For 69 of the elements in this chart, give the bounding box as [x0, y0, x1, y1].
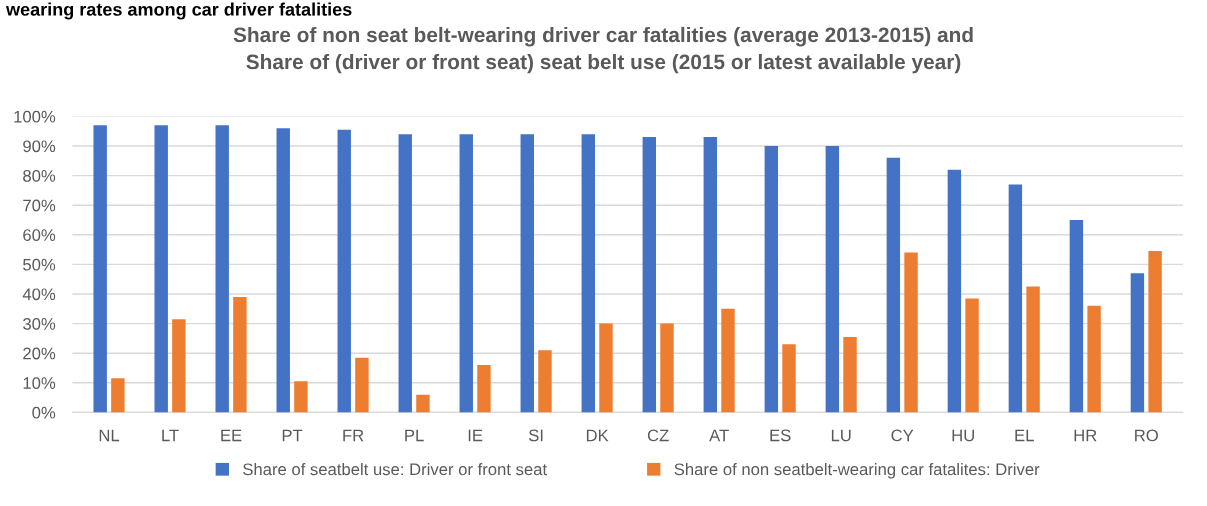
- x-tick-label: DK: [586, 429, 609, 442]
- bar: [965, 298, 979, 413]
- bar: [93, 125, 107, 413]
- bar: [355, 357, 369, 413]
- y-tick-label: 30%: [23, 317, 56, 330]
- bar: [1130, 273, 1145, 413]
- bar: [782, 344, 796, 413]
- y-tick-label: 40%: [22, 288, 56, 301]
- x-tick-label: RO: [1135, 429, 1158, 442]
- y-tick-label: 20%: [23, 347, 56, 360]
- bar: [825, 145, 840, 413]
- y-tick-label: 50%: [23, 258, 56, 271]
- legend-label: Share of seatbelt use: Driver or front seat: [243, 463, 547, 476]
- y-tick-label: 0%: [32, 406, 56, 419]
- x-tick-label: AT: [709, 429, 729, 442]
- x-tick-label: HR: [1074, 429, 1097, 442]
- bar: [276, 128, 290, 413]
- bar: [233, 296, 247, 413]
- x-tick-label: LT: [162, 429, 179, 442]
- bar: [843, 336, 857, 413]
- bar: [721, 308, 735, 413]
- bar: [642, 137, 657, 413]
- bar: [111, 378, 125, 413]
- bar: [398, 134, 412, 413]
- bar: [1148, 251, 1162, 413]
- bar: [477, 365, 491, 413]
- x-tick-label: FR: [343, 429, 364, 442]
- bar: [764, 145, 779, 413]
- bar: [1026, 286, 1040, 413]
- x-tick-label: SI: [529, 429, 543, 442]
- x-tick-label: PT: [282, 429, 303, 442]
- x-tick-label: HU: [952, 429, 974, 442]
- bar: [947, 169, 962, 413]
- x-tick-label: EL: [1015, 429, 1034, 442]
- y-tick-label: 90%: [23, 140, 56, 153]
- bar: [660, 323, 674, 413]
- y-tick-label: 100%: [14, 110, 56, 123]
- bar: [1069, 219, 1084, 413]
- x-tick-label: IE: [468, 429, 483, 442]
- y-tick-label: 70%: [23, 199, 56, 212]
- bar: [154, 125, 168, 413]
- y-tick-label: 80%: [23, 169, 56, 182]
- bar: [215, 125, 229, 413]
- x-tick-label: CY: [891, 429, 914, 442]
- x-tick-label: EE: [221, 429, 242, 442]
- y-tick-label: 10%: [23, 377, 56, 389]
- x-tick-label: CZ: [647, 429, 669, 442]
- x-tick-label: ES: [770, 429, 791, 442]
- bar: [538, 350, 552, 413]
- bar: [520, 134, 534, 413]
- bar: [904, 252, 918, 413]
- bar: [1008, 184, 1023, 413]
- x-tick-label: LU: [831, 429, 851, 442]
- bar: [459, 134, 473, 413]
- bar: [599, 323, 613, 413]
- bar: [886, 157, 901, 413]
- x-tick-label: NL: [99, 429, 120, 442]
- legend-label: Share of non seatbelt-wearing car fatalites: Driver: [674, 463, 1040, 479]
- text: wearing rates among car driver fatalities: [5, 2, 352, 20]
- chart-title: Share of non seat belt-wearing driver car fatalities (average 2013-2015) and Share of (driver or front seat) seat belt use (2015 or latest available year): [233, 26, 973, 74]
- bar: [581, 134, 595, 413]
- bar: [294, 381, 308, 413]
- bar: [337, 129, 351, 413]
- bar: [1087, 305, 1101, 413]
- bar: [172, 319, 186, 413]
- x-tick-label: PL: [405, 429, 424, 442]
- bar: [703, 137, 718, 413]
- bar: [416, 394, 430, 413]
- y-tick-label: 60%: [23, 229, 56, 241]
